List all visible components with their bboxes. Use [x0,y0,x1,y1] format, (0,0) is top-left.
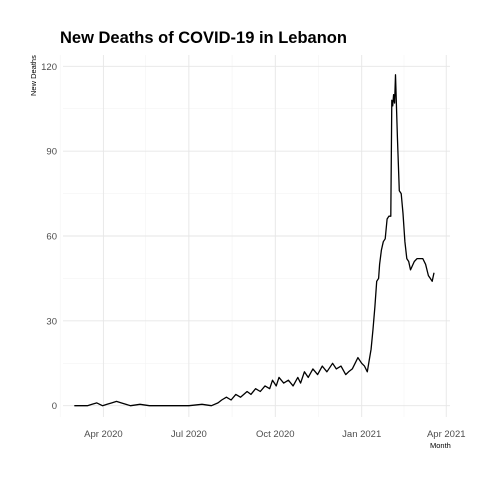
y-tick-label: 90 [46,147,57,158]
chart-title: New Deaths of COVID-19 in Lebanon [60,29,347,47]
grid [59,55,450,417]
x-axis-title: Month [430,441,451,450]
x-tick-label: Jul 2020 [171,429,207,440]
x-tick-label: Oct 2020 [256,429,295,440]
y-tick-label: 30 [46,316,57,327]
y-tick-label: 0 [52,401,57,412]
y-tick-label: 60 [46,232,57,243]
x-tick-label: Apr 2021 [427,429,466,440]
tick-labels: 0 30 60 90 120 Apr 2020 Jul 2020 Oct 2020 Jan 20… [41,62,465,440]
x-tick-label: Apr 2020 [84,429,123,440]
y-tick-label: 120 [41,62,57,73]
x-tick-label: Jan 2021 [342,429,381,440]
y-axis-title: New Deaths [29,55,38,96]
series-line [74,74,435,407]
series-layer [74,74,435,407]
